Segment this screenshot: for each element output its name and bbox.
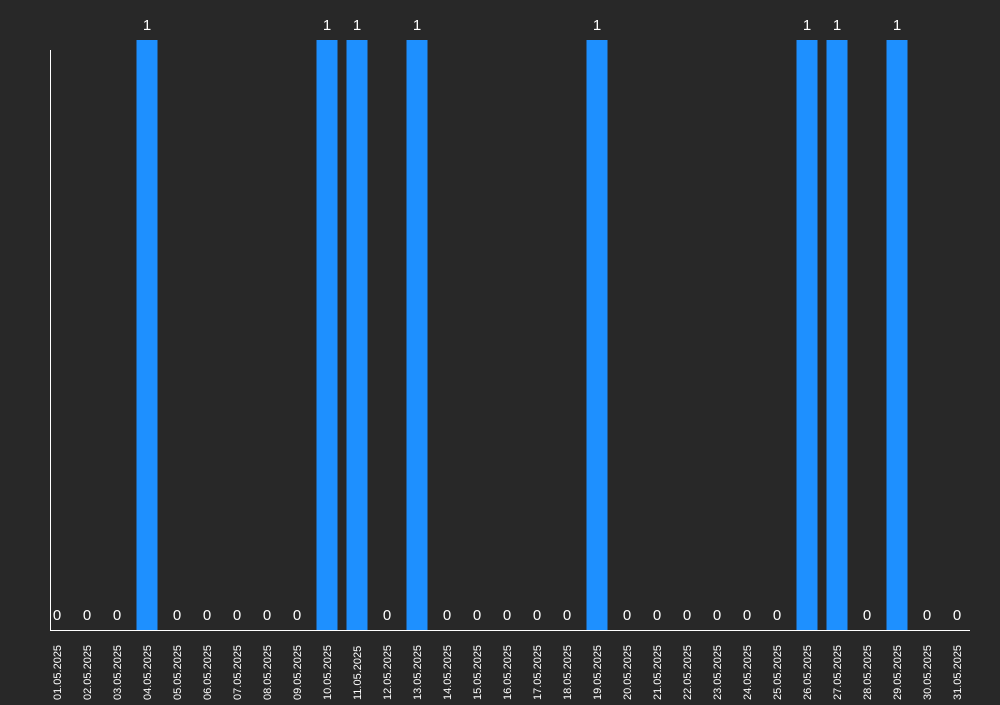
bar-10.05.2025 xyxy=(316,40,338,630)
bar-19.05.2025 xyxy=(586,40,608,630)
bar-04.05.2025 xyxy=(136,40,158,630)
x-tick-label-22.05.2025: 22.05.2025 xyxy=(682,645,694,700)
data-label-24.05.2025: 0 xyxy=(743,607,751,624)
x-tick-label-06.05.2025: 06.05.2025 xyxy=(202,645,214,700)
x-tick-label-07.05.2025: 07.05.2025 xyxy=(232,645,244,700)
x-tick-label-03.05.2025: 03.05.2025 xyxy=(112,645,124,700)
x-tick-label-20.05.2025: 20.05.2025 xyxy=(622,645,634,700)
data-label-07.05.2025: 0 xyxy=(233,607,241,624)
data-label-08.05.2025: 0 xyxy=(263,607,271,624)
data-label-19.05.2025: 1 xyxy=(593,17,601,34)
data-label-03.05.2025: 0 xyxy=(113,607,121,624)
data-label-01.05.2025: 0 xyxy=(53,607,61,624)
x-tick-label-01.05.2025: 01.05.2025 xyxy=(52,645,64,700)
x-tick-label-09.05.2025: 09.05.2025 xyxy=(292,645,304,700)
x-tick-label-30.05.2025: 30.05.2025 xyxy=(922,645,934,700)
bars-layer xyxy=(136,40,908,630)
data-label-15.05.2025: 0 xyxy=(473,607,481,624)
x-tick-label-29.05.2025: 29.05.2025 xyxy=(892,645,904,700)
bar-29.05.2025 xyxy=(886,40,908,630)
x-tick-label-27.05.2025: 27.05.2025 xyxy=(832,645,844,700)
x-tick-label-02.05.2025: 02.05.2025 xyxy=(82,645,94,700)
x-tick-label-12.05.2025: 12.05.2025 xyxy=(382,645,394,700)
data-label-28.05.2025: 0 xyxy=(863,607,871,624)
data-label-14.05.2025: 0 xyxy=(443,607,451,624)
x-tick-label-05.05.2025: 05.05.2025 xyxy=(172,645,184,700)
data-label-30.05.2025: 0 xyxy=(923,607,931,624)
data-label-27.05.2025: 1 xyxy=(833,17,841,34)
data-label-05.05.2025: 0 xyxy=(173,607,181,624)
data-label-29.05.2025: 1 xyxy=(893,17,901,34)
x-tick-label-08.05.2025: 08.05.2025 xyxy=(262,645,274,700)
bar-13.05.2025 xyxy=(406,40,428,630)
data-label-21.05.2025: 0 xyxy=(653,607,661,624)
x-tick-label-21.05.2025: 21.05.2025 xyxy=(652,645,664,700)
x-tick-label-16.05.2025: 16.05.2025 xyxy=(502,645,514,700)
x-tick-label-04.05.2025: 04.05.2025 xyxy=(142,645,154,700)
data-label-31.05.2025: 0 xyxy=(953,607,961,624)
bar-26.05.2025 xyxy=(796,40,818,630)
x-tick-label-19.05.2025: 19.05.2025 xyxy=(592,645,604,700)
data-label-26.05.2025: 1 xyxy=(803,17,811,34)
data-label-10.05.2025: 1 xyxy=(323,17,331,34)
x-tick-labels-layer: 01.05.2025 02.05.2025 03.05.2025 04.05.2025… xyxy=(52,645,964,700)
data-label-17.05.2025: 0 xyxy=(533,607,541,624)
bar-11.05.2025 xyxy=(346,40,368,630)
x-tick-label-31.05.2025: 31.05.2025 xyxy=(952,645,964,700)
x-tick-label-15.05.2025: 15.05.2025 xyxy=(472,645,484,700)
data-label-12.05.2025: 0 xyxy=(383,607,391,624)
x-tick-label-17.05.2025: 17.05.2025 xyxy=(532,645,544,700)
x-tick-label-24.05.2025: 24.05.2025 xyxy=(742,645,754,700)
data-label-06.05.2025: 0 xyxy=(203,607,211,624)
data-label-22.05.2025: 0 xyxy=(683,607,691,624)
data-label-18.05.2025: 0 xyxy=(563,607,571,624)
x-tick-label-25.05.2025: 25.05.2025 xyxy=(772,645,784,700)
value-labels-layer: 0 0 0 1 0 0 0 0 0 1 1 0 1 0 0 0 0 0 1 0 0 0 0 0 0 1 1 0 1 0 0 xyxy=(53,17,961,624)
x-tick-label-23.05.2025: 23.05.2025 xyxy=(712,645,724,700)
data-label-23.05.2025: 0 xyxy=(713,607,721,624)
data-label-16.05.2025: 0 xyxy=(503,607,511,624)
x-tick-label-18.05.2025: 18.05.2025 xyxy=(562,645,574,700)
data-label-13.05.2025: 1 xyxy=(413,17,421,34)
x-tick-label-26.05.2025: 26.05.2025 xyxy=(802,645,814,700)
data-label-11.05.2025: 1 xyxy=(353,17,361,34)
x-tick-label-14.05.2025: 14.05.2025 xyxy=(442,645,454,700)
axes-layer xyxy=(50,50,970,631)
x-tick-label-10.05.2025: 10.05.2025 xyxy=(322,645,334,700)
bar-27.05.2025 xyxy=(826,40,848,630)
data-label-04.05.2025: 1 xyxy=(143,17,151,34)
data-label-20.05.2025: 0 xyxy=(623,607,631,624)
data-label-25.05.2025: 0 xyxy=(773,607,781,624)
x-tick-label-11.05.2025: 11.05.2025 xyxy=(352,646,364,700)
data-label-09.05.2025: 0 xyxy=(293,607,301,624)
x-tick-label-13.05.2025: 13.05.2025 xyxy=(412,645,424,700)
x-tick-label-28.05.2025: 28.05.2025 xyxy=(862,645,874,700)
data-label-02.05.2025: 0 xyxy=(83,607,91,624)
